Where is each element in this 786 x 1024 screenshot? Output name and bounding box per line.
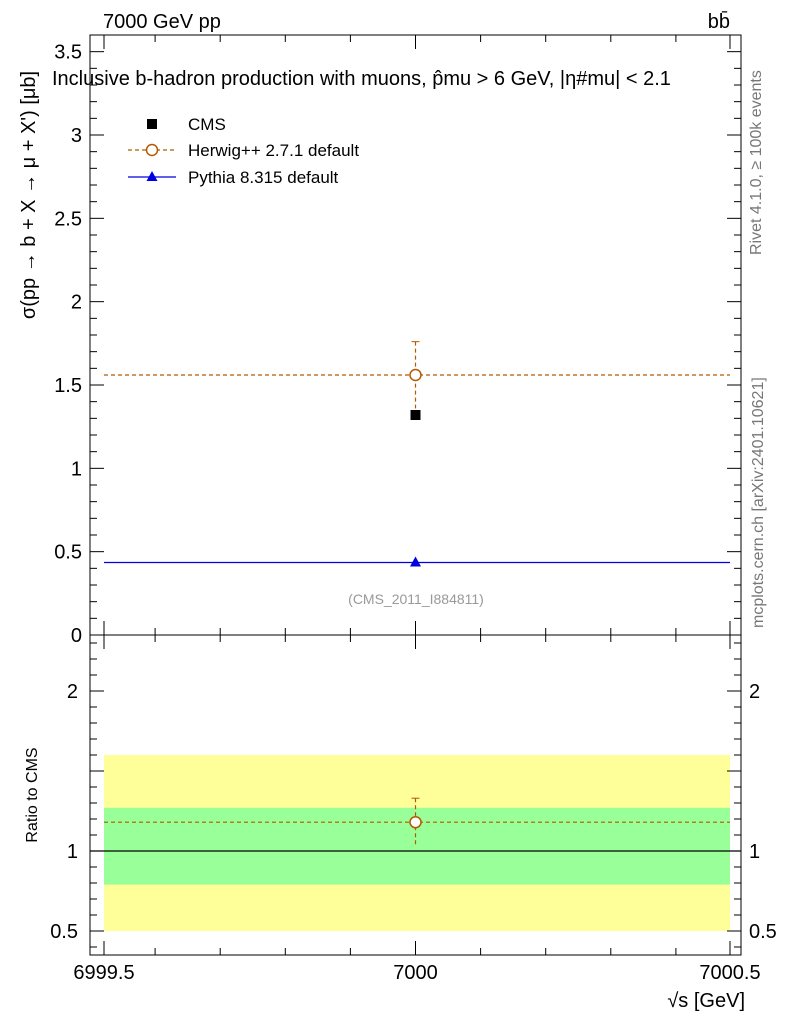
ratio-y-tick-label-right: 0.5 bbox=[749, 921, 777, 943]
pythia-point bbox=[410, 556, 421, 567]
main-y-tick-label: 2 bbox=[71, 292, 82, 314]
main-y-tick-label: 1 bbox=[71, 458, 82, 480]
x-tick-label: 6999.5 bbox=[73, 962, 134, 984]
header-left-label: 7000 GeV pp bbox=[103, 11, 221, 33]
legend-cms-marker bbox=[147, 119, 157, 129]
main-y-tick-label: 3 bbox=[71, 125, 82, 147]
main-panel: 0 0.5 1 1.5 2 2.5 3 3.5 bbox=[54, 34, 742, 647]
legend-label-herwig: Herwig++ 2.7.1 default bbox=[188, 141, 359, 160]
x-axis-label: √s [GeV] bbox=[667, 990, 745, 1012]
ratio-panel-frame bbox=[89, 634, 742, 956]
legend-label-cms: CMS bbox=[188, 115, 226, 134]
ratio-y-tick-label-left: 0.5 bbox=[50, 921, 78, 943]
main-y-tick-label: 2.5 bbox=[54, 208, 82, 230]
header-right-label: bb̄ bbox=[708, 10, 730, 33]
legend-label-pythia: Pythia 8.315 default bbox=[188, 168, 339, 187]
rivet-version-label: Rivet 4.1.0, ≥ 100k events bbox=[748, 70, 765, 255]
legend-pythia-marker bbox=[146, 171, 158, 181]
herwig-point bbox=[409, 368, 422, 382]
mcplots-label: mcplots.cern.ch [arXiv:2401.10621] bbox=[750, 377, 767, 628]
ratio-y-tick-label-right: 1 bbox=[749, 841, 760, 863]
plot-title: Inclusive b-hadron production with muons… bbox=[52, 68, 671, 90]
x-tick-label: 7000 bbox=[393, 962, 438, 984]
main-y-tick-label: 0.5 bbox=[54, 542, 82, 564]
ratio-y-tick-label-left: 2 bbox=[67, 681, 78, 703]
ratio-y-axis-label: Ratio to CMS bbox=[24, 747, 41, 842]
watermark-label: (CMS_2011_I884811) bbox=[348, 591, 484, 607]
legend: CMS Herwig++ 2.7.1 default Pythia 8.315 de… bbox=[128, 115, 359, 187]
ratio-y-tick-label-right: 2 bbox=[749, 681, 760, 703]
cms-point bbox=[410, 410, 421, 420]
ratio-panel: 0.5 0.5 1 1 2 2 6999.5 7000 7000.5 bbox=[50, 634, 777, 984]
main-y-tick-label: 1.5 bbox=[54, 375, 82, 397]
legend-herwig-marker bbox=[145, 143, 159, 157]
main-y-tick-label: 3.5 bbox=[54, 42, 82, 64]
ratio-y-tick-label-left: 1 bbox=[67, 841, 78, 863]
ratio-herwig-point bbox=[409, 815, 422, 829]
main-y-axis-label: σ(pp → b + X → μ + X') [μb] bbox=[18, 71, 40, 319]
x-tick-label: 7000.5 bbox=[699, 962, 760, 984]
main-y-tick-label: 0 bbox=[71, 625, 82, 647]
